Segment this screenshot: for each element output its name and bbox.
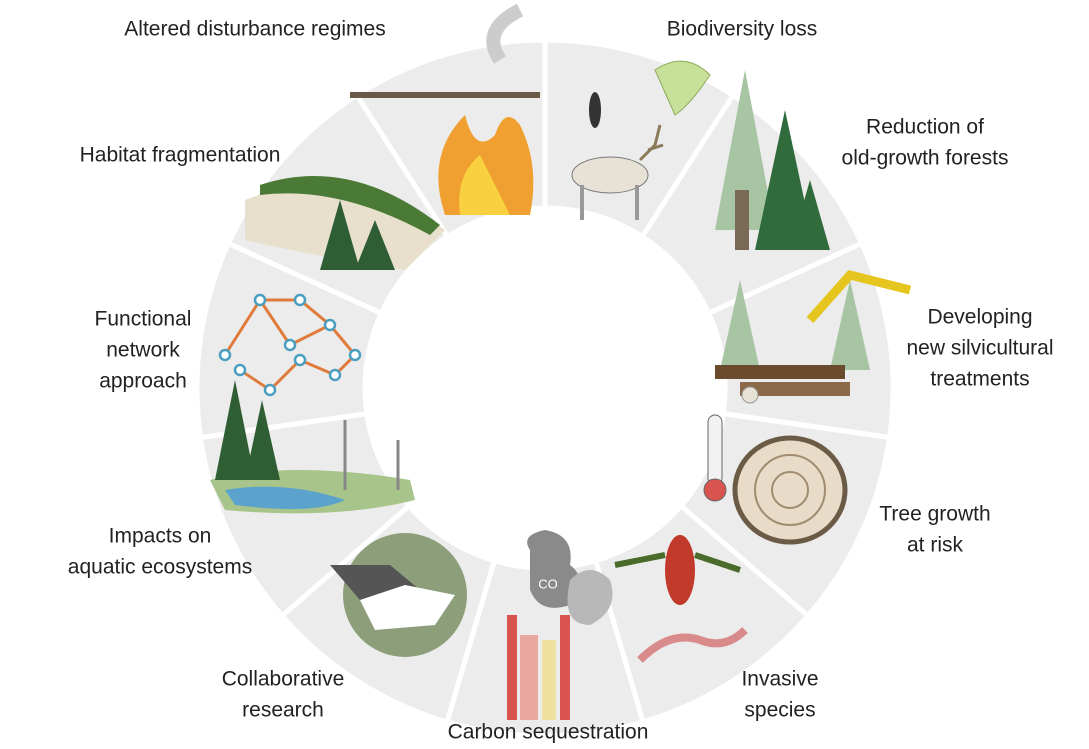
node-label: new silvicultural	[906, 337, 1053, 360]
node-label: treatments	[930, 368, 1029, 391]
node-label: approach	[99, 370, 187, 393]
node-label: Invasive	[741, 668, 818, 691]
node-label: aquatic ecosystems	[68, 556, 252, 579]
node-label: Habitat fragmentation	[80, 144, 281, 167]
node-label: network	[106, 339, 180, 362]
node-label: Reduction of	[866, 116, 984, 139]
node-label: Developing	[927, 306, 1032, 329]
center-circle	[365, 208, 725, 568]
node-label: research	[242, 699, 324, 722]
node-label: at risk	[907, 534, 964, 557]
node-label: species	[744, 699, 815, 722]
page: CO	[0, 0, 1089, 749]
node-label: Biodiversity loss	[667, 18, 818, 41]
node-label: Collaborative	[222, 668, 345, 691]
node-label: Carbon sequestration	[448, 721, 649, 744]
node-label: Altered disturbance regimes	[124, 18, 385, 41]
diagram: CO	[0, 0, 1089, 749]
node-label: Impacts on	[109, 525, 212, 548]
co2-label: CO	[538, 576, 558, 591]
node-label: Functional	[95, 308, 192, 331]
node-label: old-growth forests	[842, 147, 1009, 170]
node-label: Tree growth	[879, 503, 990, 526]
